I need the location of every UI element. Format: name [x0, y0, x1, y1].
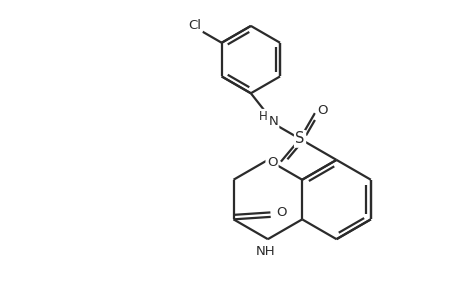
- Text: NH: NH: [255, 245, 274, 258]
- Text: Cl: Cl: [188, 19, 201, 32]
- Text: H: H: [258, 110, 267, 123]
- Text: N: N: [268, 115, 277, 128]
- Text: O: O: [266, 156, 277, 169]
- Text: O: O: [316, 104, 327, 117]
- Text: O: O: [276, 206, 286, 219]
- Text: S: S: [295, 131, 304, 146]
